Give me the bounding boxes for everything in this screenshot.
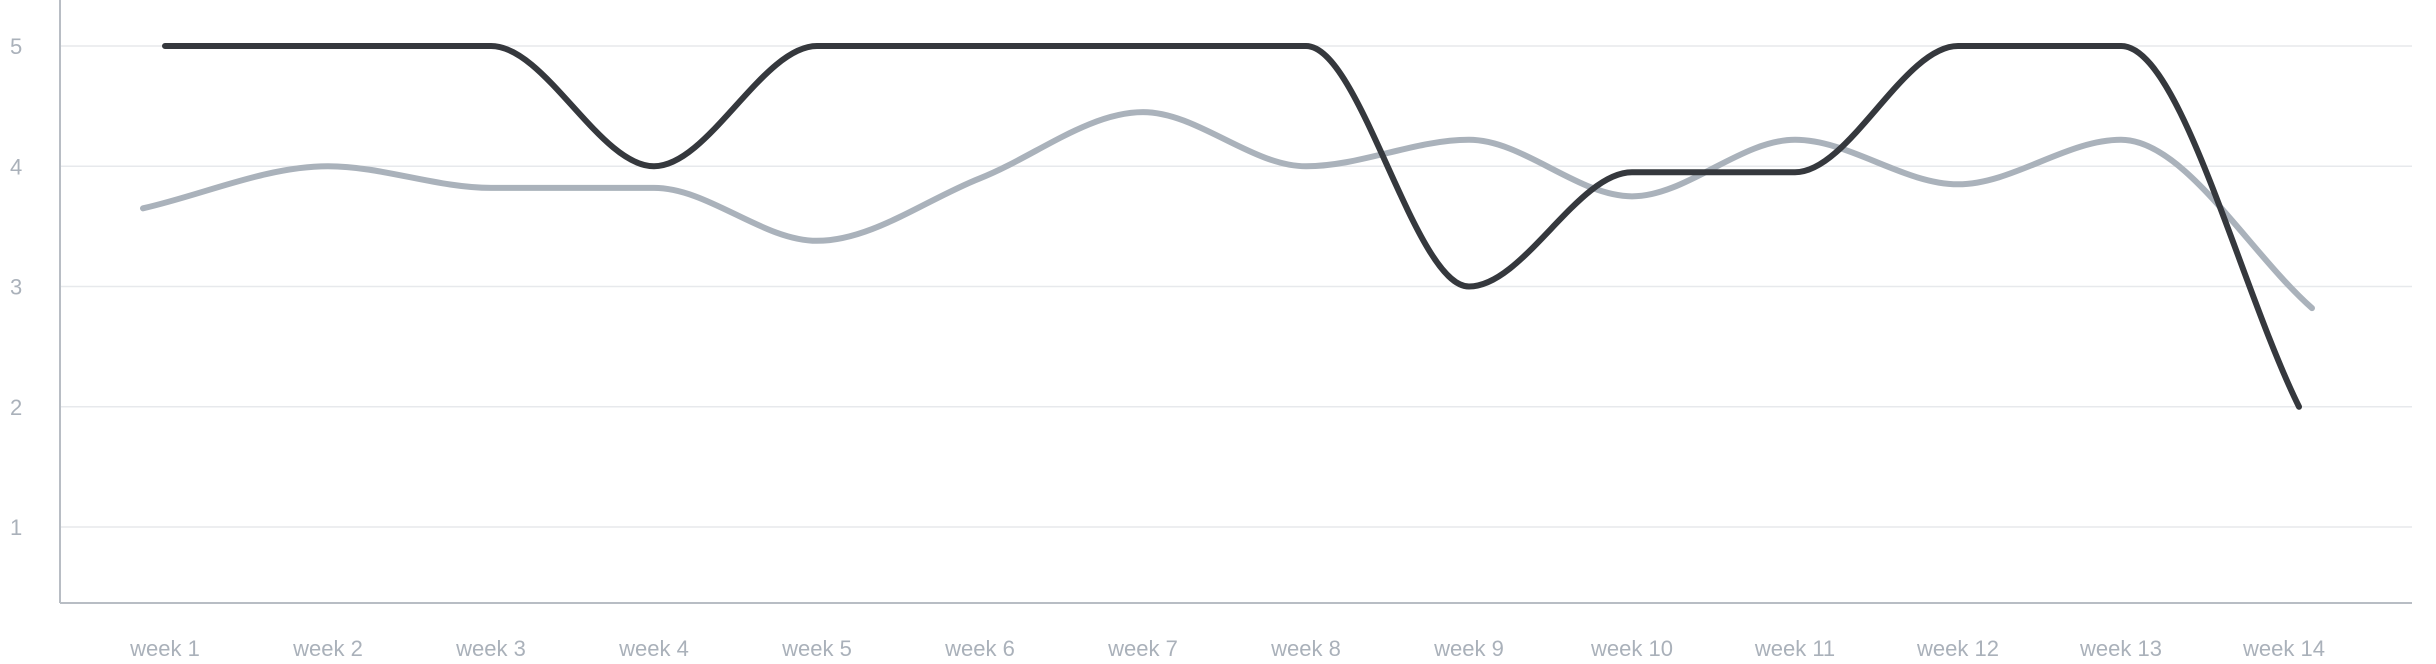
x-tick-label: week 2 xyxy=(292,636,363,661)
series-line-2 xyxy=(162,42,2302,410)
y-tick-label: 3 xyxy=(10,275,22,300)
x-tick-label: week 1 xyxy=(129,636,200,661)
x-tick-label: week 7 xyxy=(1107,636,1178,661)
x-tick-label: week 13 xyxy=(2079,636,2162,661)
axes xyxy=(59,0,2412,604)
x-tick-label: week 14 xyxy=(2242,636,2325,661)
grid-lines xyxy=(60,45,2412,528)
series-line-1 xyxy=(140,109,2315,312)
x-tick-label: week 4 xyxy=(618,636,689,661)
y-tick-label: 1 xyxy=(10,515,22,540)
x-tick-label: week 9 xyxy=(1433,636,1504,661)
x-tick-label: week 5 xyxy=(781,636,852,661)
y-tick-label: 4 xyxy=(10,154,22,179)
y-tick-labels: 1 2 3 4 5 xyxy=(10,34,22,540)
y-tick-label: 2 xyxy=(10,395,22,420)
x-tick-labels: week 1 week 2 week 3 week 4 week 5 week 6 week… xyxy=(129,636,2325,661)
x-tick-label: week 3 xyxy=(455,636,526,661)
x-tick-label: week 10 xyxy=(1590,636,1673,661)
series-lines xyxy=(140,42,2315,410)
x-tick-label: week 8 xyxy=(1270,636,1341,661)
x-tick-label: week 6 xyxy=(944,636,1015,661)
y-tick-label: 5 xyxy=(10,34,22,59)
x-tick-label: week 11 xyxy=(1754,636,1835,661)
x-tick-label: week 12 xyxy=(1916,636,1999,661)
